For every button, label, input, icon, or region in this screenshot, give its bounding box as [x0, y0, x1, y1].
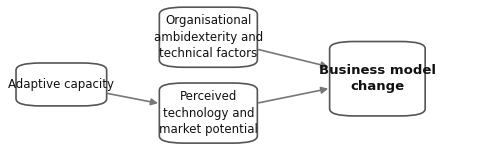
Text: Adaptive capacity: Adaptive capacity: [8, 78, 115, 91]
FancyBboxPatch shape: [160, 7, 258, 67]
Text: Organisational
ambidexterity and
technical factors: Organisational ambidexterity and technic…: [154, 14, 263, 60]
FancyBboxPatch shape: [330, 41, 425, 116]
FancyBboxPatch shape: [160, 83, 258, 143]
FancyBboxPatch shape: [16, 63, 106, 106]
Text: Perceived
technology and
market potential: Perceived technology and market potentia…: [159, 90, 258, 136]
Text: Business model
change: Business model change: [319, 64, 436, 93]
